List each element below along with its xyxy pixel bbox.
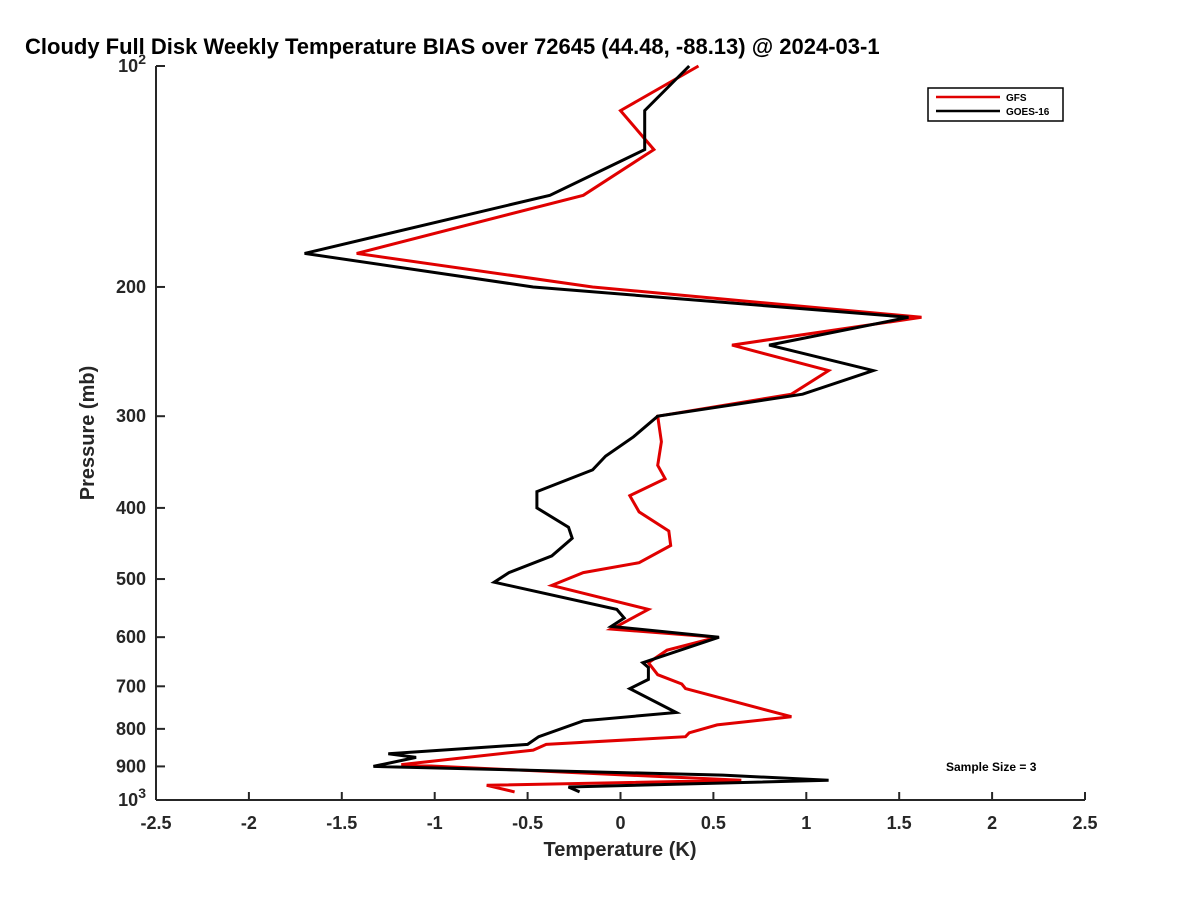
y-tick-label: 900 bbox=[116, 756, 146, 776]
y-tick-base: 10 bbox=[118, 56, 138, 76]
x-tick-label: 0.5 bbox=[701, 813, 726, 833]
x-tick-label: 2 bbox=[987, 813, 997, 833]
x-axis-ticks: -2.5 -2 -1.5 -1 -0.5 0 0.5 1 1.5 2 2.5 bbox=[140, 792, 1098, 833]
series-line-gfs bbox=[356, 64, 922, 794]
y-tick-label: 300 bbox=[116, 406, 146, 426]
x-tick-label: 1.5 bbox=[887, 813, 912, 833]
legend-label-gfs: GFS bbox=[1006, 93, 1027, 104]
series-layer bbox=[304, 64, 922, 794]
x-axis-label: Temperature (K) bbox=[544, 839, 697, 861]
x-tick-label: -2.5 bbox=[140, 813, 171, 833]
legend: GFS GOES-16 bbox=[927, 87, 1064, 122]
y-tick-label: 400 bbox=[116, 498, 146, 518]
series-line-goes-16 bbox=[304, 64, 909, 794]
x-tick-label: -1 bbox=[427, 813, 443, 833]
y-tick-base: 10 bbox=[118, 790, 138, 810]
x-tick-label: 1 bbox=[801, 813, 811, 833]
chart-title: Cloudy Full Disk Weekly Temperature BIAS… bbox=[25, 34, 880, 59]
y-tick-label: 103 bbox=[118, 785, 146, 810]
x-tick-label: 2.5 bbox=[1072, 813, 1097, 833]
y-tick-exponent: 3 bbox=[138, 785, 146, 801]
y-tick-label: 700 bbox=[116, 676, 146, 696]
y-tick-exponent: 2 bbox=[138, 51, 146, 67]
y-axis-label: Pressure (mb) bbox=[77, 366, 99, 501]
plot-area bbox=[156, 66, 1085, 800]
x-tick-label: -1.5 bbox=[326, 813, 357, 833]
y-tick-label: 600 bbox=[116, 627, 146, 647]
x-tick-label: 0 bbox=[615, 813, 625, 833]
y-tick-label: 200 bbox=[116, 277, 146, 297]
y-tick-label: 800 bbox=[116, 719, 146, 739]
x-tick-label: -2 bbox=[241, 813, 257, 833]
y-tick-label: 102 bbox=[118, 51, 146, 76]
y-tick-label: 500 bbox=[116, 569, 146, 589]
legend-label-goes16: GOES-16 bbox=[1006, 107, 1050, 118]
legend-box bbox=[927, 87, 1064, 122]
x-tick-label: -0.5 bbox=[512, 813, 543, 833]
sample-size-annotation: Sample Size = 3 bbox=[946, 760, 1037, 774]
